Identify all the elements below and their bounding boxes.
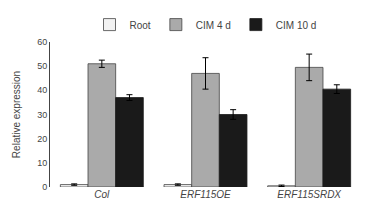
svg-text:CIM 4 d: CIM 4 d xyxy=(196,20,231,31)
svg-text:Relative expression: Relative expression xyxy=(11,71,22,158)
svg-text:CIM 10 d: CIM 10 d xyxy=(276,20,317,31)
svg-text:40: 40 xyxy=(37,85,47,95)
svg-text:ERF115OE: ERF115OE xyxy=(180,189,231,200)
svg-text:30: 30 xyxy=(37,110,47,120)
svg-text:10: 10 xyxy=(37,158,47,168)
svg-text:20: 20 xyxy=(37,134,47,144)
svg-text:0: 0 xyxy=(42,182,47,192)
svg-text:60: 60 xyxy=(37,37,47,47)
svg-text:Root: Root xyxy=(130,20,151,31)
svg-text:50: 50 xyxy=(37,61,47,71)
svg-text:ERF115SRDX: ERF115SRDX xyxy=(277,189,341,200)
svg-text:Col: Col xyxy=(94,189,110,200)
